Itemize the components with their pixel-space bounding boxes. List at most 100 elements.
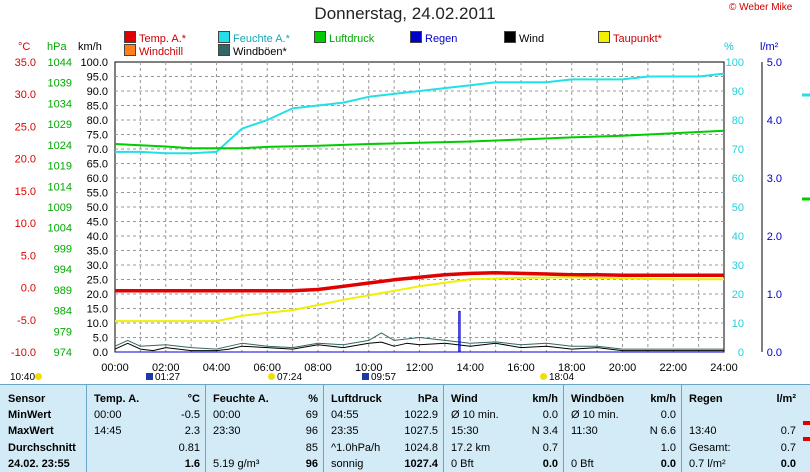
moon-icon xyxy=(146,373,153,380)
x-tick-label: 02:00 xyxy=(152,362,180,374)
temp-tick-label: 35.0 xyxy=(15,57,36,69)
stats-column-divider xyxy=(205,385,206,472)
stats-unit: km/h xyxy=(532,393,558,405)
pressure-tick-label: 1039 xyxy=(48,78,72,90)
wind-tick-label: 65.0 xyxy=(87,159,108,171)
astro-marker: 18:04 xyxy=(540,372,574,383)
x-tick-label: 12:00 xyxy=(406,362,434,374)
humidity-tick-label: 20 xyxy=(732,289,744,301)
x-tick-label: 14:00 xyxy=(456,362,484,374)
astro-time-label: 18:04 xyxy=(549,372,575,383)
legend-item: Luftdruck xyxy=(314,31,374,45)
x-tick-label: 18:00 xyxy=(558,362,586,374)
pressure-tick-label: 979 xyxy=(54,326,72,338)
stats-cell-note: 14:45 xyxy=(94,425,122,437)
stats-cell-value: 0.7 xyxy=(780,425,796,437)
humidity-tick-label: 30 xyxy=(732,260,744,272)
legend-swatch xyxy=(314,31,326,43)
pressure-tick-label: 1044 xyxy=(48,57,72,69)
humidity-tick-label: 10 xyxy=(732,318,744,330)
stats-cell-value: 0.7 xyxy=(780,442,796,454)
pressure-tick-label: 1029 xyxy=(48,119,72,131)
stats-cell-value: 0.81 xyxy=(178,442,200,454)
stats-column-divider xyxy=(681,385,682,472)
wind-tick-label: 35.0 xyxy=(87,246,108,258)
stats-cell-value: 0.0 xyxy=(542,409,558,421)
stats-cell-value: 1027.4 xyxy=(404,458,438,470)
series-line-wind xyxy=(114,341,724,352)
humidity-tick-label: 0 xyxy=(738,347,744,359)
wind-unit-label: km/h xyxy=(78,41,102,53)
legend-label: Taupunkt* xyxy=(613,33,662,45)
legend-item: Taupunkt* xyxy=(598,31,662,45)
temp-tick-label: -10.0 xyxy=(11,347,36,359)
stats-row-label: Durchschnitt xyxy=(8,442,76,454)
stats-cell-note: 11:30 xyxy=(571,425,598,437)
legend-label: Windböen* xyxy=(233,46,287,58)
legend-item: Regen xyxy=(410,31,457,45)
series-line-temp-a xyxy=(115,270,724,293)
moon-icon xyxy=(362,373,369,380)
rain-unit-label: l/m² xyxy=(760,41,779,53)
stats-cell-note: 0.7 l/m² xyxy=(689,458,726,470)
pressure-tick-label: 974 xyxy=(54,347,72,359)
stats-row-label: MinWert xyxy=(8,409,52,421)
stats-cell-value: 0.7 xyxy=(542,442,558,454)
stats-cell-value: -0.5 xyxy=(181,409,200,421)
stats-cell-note: Ø 10 min. xyxy=(571,409,619,421)
stats-header: Luftdruck xyxy=(331,393,382,405)
x-tick-label: 00:00 xyxy=(101,362,129,374)
x-tick-label: 10:00 xyxy=(355,362,383,374)
wind-tick-label: 70.0 xyxy=(87,144,108,156)
legend-label: Feuchte A.* xyxy=(233,33,290,45)
stats-cell-value: 85 xyxy=(305,442,318,454)
stats-cell-value: 2.3 xyxy=(184,425,200,437)
stats-unit: °C xyxy=(187,393,200,405)
stats-header: Windböen xyxy=(571,393,625,405)
stats-cell-value: 96 xyxy=(305,458,318,470)
legend-label: Windchill xyxy=(139,46,184,58)
wind-tick-label: 50.0 xyxy=(87,202,108,214)
x-tick-label: 20:00 xyxy=(609,362,637,374)
rain-tick-label: 5.0 xyxy=(767,57,782,69)
stats-cell-note: 04:55 xyxy=(331,409,359,421)
stats-header: Wind xyxy=(451,393,478,405)
wind-tick-label: 85.0 xyxy=(87,101,108,113)
pressure-tick-label: 984 xyxy=(54,306,72,318)
legend-label: Regen xyxy=(425,33,458,45)
pressure-tick-label: 1034 xyxy=(48,98,72,110)
astro-time-label: 01:27 xyxy=(155,372,181,383)
humidity-tick-label: 60 xyxy=(732,173,744,185)
stats-cell-note: 0 Bft xyxy=(571,458,594,470)
wind-tick-label: 15.0 xyxy=(87,304,108,316)
stats-cell-note: 00:00 xyxy=(94,409,122,421)
legend-item: Windchill xyxy=(124,44,183,58)
stats-cell-value: 0.0 xyxy=(660,409,676,421)
series-line-regen xyxy=(115,310,724,353)
temp-tick-label: 0.0 xyxy=(21,283,36,295)
rain-tick-label: 4.0 xyxy=(767,115,782,127)
stats-cell-note: 5.19 g/m³ xyxy=(213,458,260,470)
stats-cell-note: Gesamt: xyxy=(689,442,731,454)
wind-tick-label: 60.0 xyxy=(87,173,108,185)
series-line-taupunkt xyxy=(115,276,724,323)
humidity-tick-label: 50 xyxy=(732,202,744,214)
stats-unit: l/m² xyxy=(776,393,796,405)
wind-tick-label: 25.0 xyxy=(87,275,108,287)
pressure-tick-label: 1019 xyxy=(48,161,72,173)
astro-marker: 10:40 xyxy=(10,372,44,383)
stats-edge-indicator xyxy=(803,437,810,441)
stats-cell-note: 15:30 xyxy=(451,425,479,437)
pressure-unit-label: hPa xyxy=(47,41,67,53)
legend-item: Wind xyxy=(504,31,544,45)
temp-unit-label: °C xyxy=(18,41,31,53)
temp-tick-label: 15.0 xyxy=(15,186,36,198)
stats-cell-note: 23:35 xyxy=(331,425,359,437)
legend-item: Feuchte A.* xyxy=(218,31,290,45)
rain-tick-label: 0.0 xyxy=(767,347,782,359)
sun-icon xyxy=(268,373,275,380)
wind-tick-label: 95.0 xyxy=(87,72,108,84)
humidity-tick-label: 100 xyxy=(726,57,744,69)
x-tick-label: 24:00 xyxy=(710,362,738,374)
chart-title: Donnerstag, 24.02.2011 xyxy=(314,4,496,23)
